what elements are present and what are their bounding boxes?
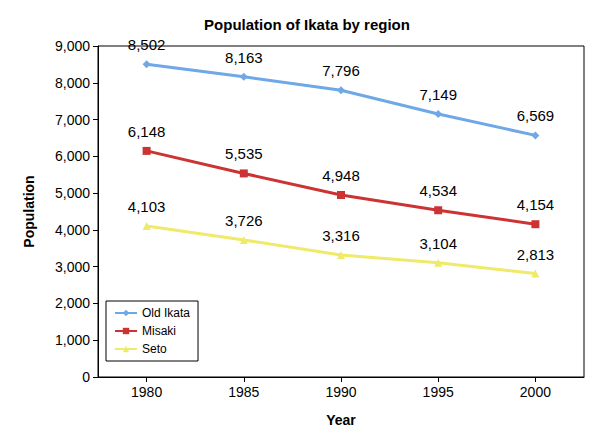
- svg-text:8,000: 8,000: [55, 75, 90, 91]
- svg-text:1,000: 1,000: [55, 332, 90, 348]
- svg-text:0: 0: [82, 369, 90, 385]
- svg-text:Misaki: Misaki: [142, 324, 176, 338]
- svg-text:3,104: 3,104: [419, 235, 457, 252]
- svg-text:6,569: 6,569: [517, 107, 555, 124]
- svg-text:7,149: 7,149: [419, 86, 457, 103]
- svg-text:2,000: 2,000: [55, 295, 90, 311]
- svg-text:5,000: 5,000: [55, 185, 90, 201]
- svg-text:9,000: 9,000: [55, 38, 90, 54]
- svg-text:4,154: 4,154: [517, 196, 555, 213]
- svg-text:3,000: 3,000: [55, 259, 90, 275]
- svg-text:4,103: 4,103: [128, 198, 166, 215]
- svg-text:8,502: 8,502: [128, 36, 166, 53]
- svg-text:7,796: 7,796: [322, 62, 360, 79]
- svg-text:1990: 1990: [325, 384, 356, 400]
- svg-text:7,000: 7,000: [55, 112, 90, 128]
- svg-text:2000: 2000: [520, 384, 551, 400]
- svg-text:1985: 1985: [228, 384, 259, 400]
- svg-text:4,534: 4,534: [419, 182, 457, 199]
- svg-text:Population of Ikata by region: Population of Ikata by region: [204, 16, 410, 33]
- svg-text:8,163: 8,163: [225, 49, 263, 66]
- svg-text:5,535: 5,535: [225, 145, 263, 162]
- svg-text:Seto: Seto: [142, 342, 167, 356]
- svg-text:6,148: 6,148: [128, 123, 166, 140]
- svg-text:3,316: 3,316: [322, 227, 360, 244]
- svg-text:4,000: 4,000: [55, 222, 90, 238]
- svg-text:3,726: 3,726: [225, 212, 263, 229]
- svg-text:6,000: 6,000: [55, 148, 90, 164]
- svg-text:Population: Population: [21, 175, 37, 247]
- svg-text:Year: Year: [326, 412, 356, 428]
- svg-text:2,813: 2,813: [517, 246, 555, 263]
- svg-text:4,948: 4,948: [322, 167, 360, 184]
- svg-text:Old Ikata: Old Ikata: [142, 306, 190, 320]
- svg-text:1995: 1995: [423, 384, 454, 400]
- svg-text:1980: 1980: [131, 384, 162, 400]
